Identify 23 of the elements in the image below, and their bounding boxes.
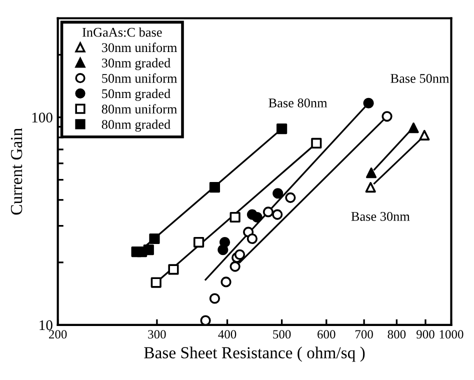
legend-label: 50nm uniform: [102, 73, 178, 83]
legend-label: 50nm graded: [102, 88, 170, 101]
annotation: Base 30nm: [351, 212, 410, 221]
y-tick-label: 10: [40, 320, 52, 330]
x-tick-label: 600: [318, 330, 336, 339]
y-tick-label: 100: [32, 112, 52, 122]
x-tick-label: 300: [148, 330, 166, 339]
x-tick-label: 1000: [440, 330, 464, 339]
legend-label: 30nm uniform: [102, 42, 178, 52]
x-tick-label: 900: [416, 330, 434, 339]
legend-label: 80nm graded: [102, 120, 170, 132]
y-axis-title: Current Gain: [10, 128, 22, 215]
annotation: Base 80nm: [268, 98, 328, 108]
x-tick-label: 700: [356, 330, 373, 339]
legend-title: InGaAs:C base: [82, 27, 162, 37]
legend-label: 30nm graded: [102, 58, 170, 70]
annotation: Base 50nm: [390, 74, 450, 83]
x-tick-label: 500: [273, 330, 291, 339]
x-axis-title: Base Sheet Resistance ( ohm/sq ): [144, 346, 365, 362]
x-tick-label: 800: [388, 330, 406, 339]
legend-label: 80nm uniform: [102, 104, 178, 114]
x-tick-label: 400: [218, 330, 236, 339]
x-tick-label: 200: [49, 330, 67, 339]
